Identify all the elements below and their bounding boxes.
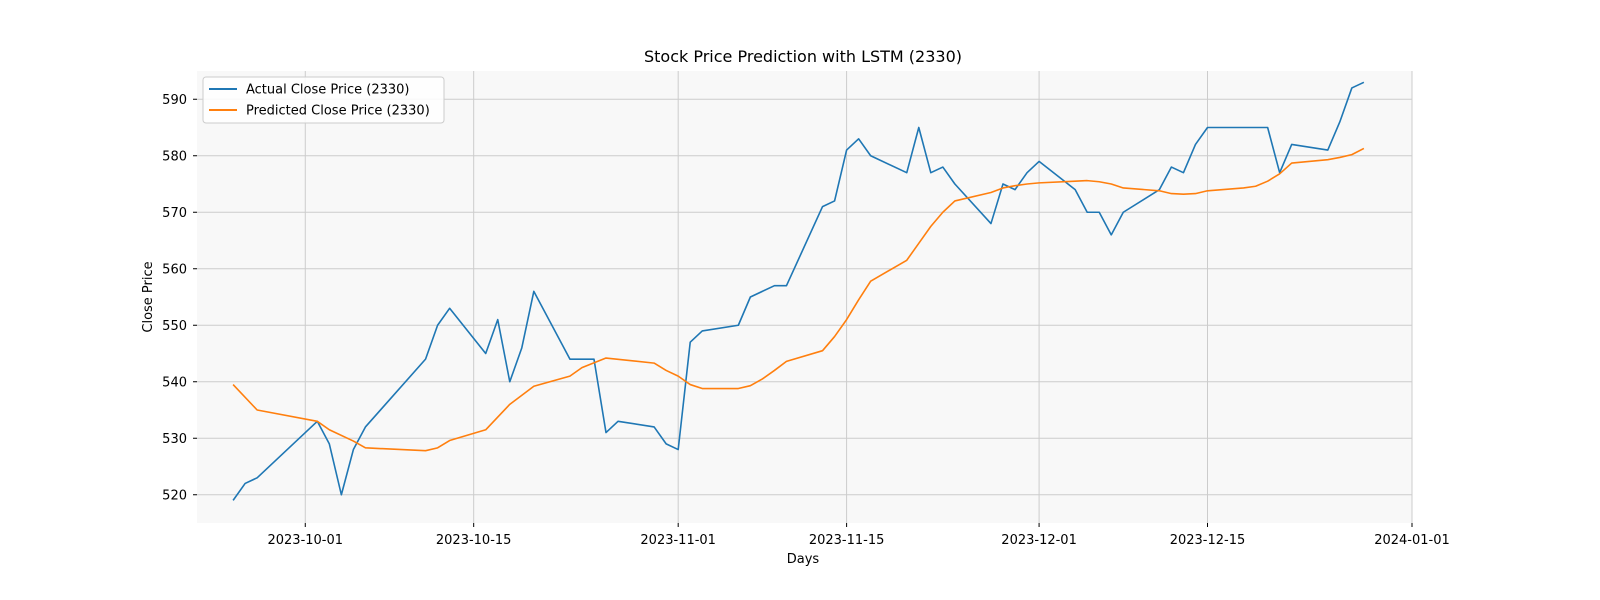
y-tick-label: 580	[162, 149, 187, 164]
x-axis-label: Days	[787, 552, 820, 567]
y-tick-label: 560	[162, 262, 187, 277]
legend-label: Predicted Close Price (2330)	[246, 104, 430, 119]
y-tick-label: 540	[162, 375, 187, 390]
y-tick-label: 530	[162, 432, 187, 447]
series-layer	[232, 81, 1365, 501]
y-tick-label: 590	[162, 93, 187, 108]
x-tick-label: 2024-01-01	[1374, 533, 1450, 548]
x-tick-label: 2023-10-01	[267, 533, 343, 548]
y-axis-label: Close Price	[141, 261, 156, 332]
chart-title: Stock Price Prediction with LSTM (2330)	[644, 47, 962, 66]
x-grid	[304, 71, 1413, 523]
x-tick-label: 2023-12-15	[1170, 533, 1246, 548]
x-axis-ticks: 2023-10-01 2023-10-15 2023-11-01 2023-11-15…	[267, 523, 1450, 548]
x-tick-label: 2023-11-15	[809, 533, 885, 548]
x-tick-label: 2023-11-01	[640, 533, 716, 548]
series-line-predicted	[232, 147, 1365, 452]
x-tick-label: 2023-10-15	[436, 533, 512, 548]
plot-area	[197, 71, 1412, 523]
legend: Actual Close Price (2330) Predicted Close…	[202, 76, 445, 124]
series-line-actual	[232, 81, 1365, 501]
y-axis-ticks: 520 530 540 550 560 570 580 590	[162, 93, 197, 503]
y-tick-label: 570	[162, 206, 187, 221]
legend-label: Actual Close Price (2330)	[246, 83, 409, 98]
legend-box	[202, 76, 445, 124]
y-tick-label: 520	[162, 488, 187, 503]
x-tick-label: 2023-12-01	[1001, 533, 1077, 548]
y-tick-label: 550	[162, 319, 187, 334]
y-grid	[197, 98, 1412, 496]
